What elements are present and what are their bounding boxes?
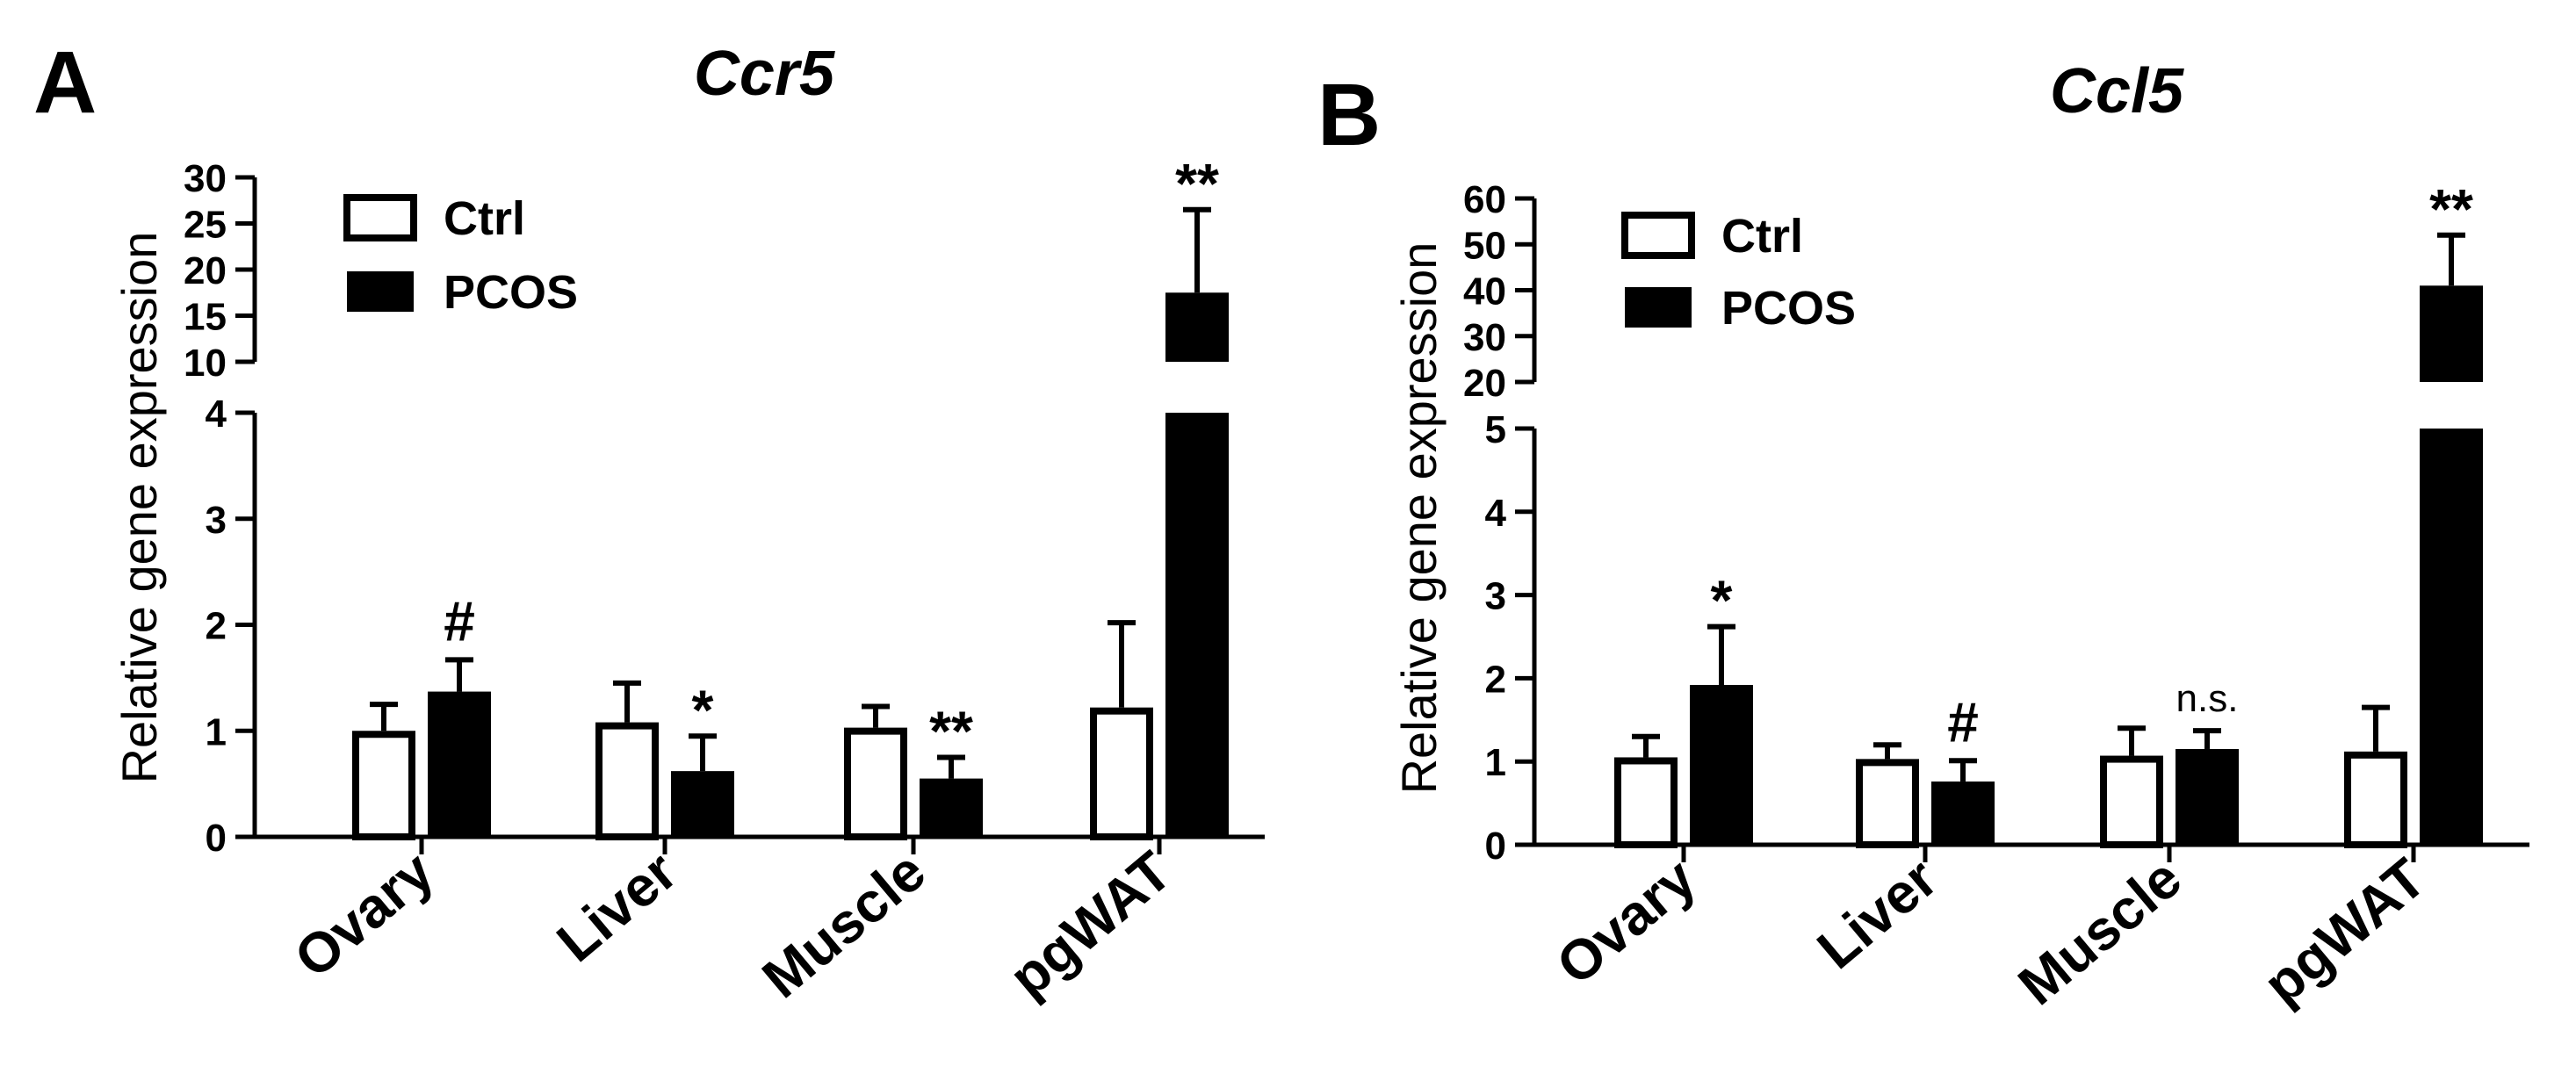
legend-label-ctrl: Ctrl	[444, 192, 525, 245]
significance-annotation: **	[929, 699, 973, 762]
significance-annotation: n.s.	[2176, 677, 2239, 720]
bar-pcos	[1690, 684, 1753, 845]
legend-swatch-ctrl	[343, 194, 417, 241]
y-tick-label: 40	[1463, 270, 1506, 313]
bar-ctrl	[2100, 755, 2163, 849]
bar-ctrl	[1856, 759, 1919, 849]
chart-title: Ccl5	[2050, 56, 2184, 126]
legend-label-pcos: PCOS	[444, 266, 578, 319]
y-tick-label: 20	[184, 249, 227, 292]
significance-annotation: *	[692, 678, 714, 741]
y-tick-label: 60	[1463, 178, 1506, 221]
bar-pcos-upper	[1165, 292, 1229, 362]
y-tick-label: 0	[1485, 825, 1506, 868]
y-axis-label: Relative gene expression	[1391, 242, 1447, 795]
bar-pcos-upper	[2420, 285, 2483, 382]
bar-pcos	[671, 771, 734, 837]
bar-pcos	[428, 691, 491, 837]
y-axis-label: Relative gene expression	[112, 232, 167, 784]
legend-swatch-pcos	[347, 271, 414, 312]
bar-ctrl	[844, 727, 907, 840]
y-tick-label: 50	[1463, 224, 1506, 267]
category-label: Ovary	[1545, 846, 1708, 997]
panel-letter: B	[1317, 66, 1381, 164]
y-tick-label: 3	[1485, 575, 1506, 618]
legend-swatch-pcos	[1625, 287, 1692, 328]
category-label: Muscle	[751, 839, 937, 1011]
y-tick-label: 5	[1485, 408, 1506, 451]
y-tick-label: 10	[184, 342, 227, 385]
y-tick-label: 1	[1485, 741, 1506, 784]
significance-annotation: #	[444, 589, 475, 652]
y-tick-label: 20	[1463, 362, 1506, 405]
y-tick-label: 15	[184, 296, 227, 339]
y-tick-label: 1	[206, 710, 227, 753]
legend-swatch-ctrl	[1621, 212, 1695, 259]
bar-ctrl	[1090, 707, 1153, 840]
significance-annotation: #	[1947, 690, 1979, 753]
y-tick-label: 30	[184, 157, 227, 200]
bar-ctrl	[1614, 757, 1678, 849]
bar-pcos	[2176, 748, 2239, 845]
bar-pcos-lower	[2420, 429, 2483, 845]
y-tick-label: 25	[184, 204, 227, 247]
y-tick-label: 0	[206, 817, 227, 860]
panel-letter: A	[33, 33, 97, 132]
chart-panel-a: A Ccr5 Relative gene expression 0 1 2 3 4 101520…	[33, 33, 1265, 1010]
significance-annotation: **	[2429, 177, 2473, 241]
chart-panel-b: B Ccl5 Relative gene expression 0 1 2 3 4 520304…	[1317, 56, 2529, 1017]
bar-pcos	[920, 778, 983, 837]
bar-pcos-lower	[1165, 413, 1229, 837]
chart-title: Ccr5	[694, 39, 835, 109]
category-label: Liver	[545, 839, 689, 974]
bar-ctrl	[595, 722, 659, 841]
y-tick-label: 4	[1485, 492, 1507, 535]
y-tick-label: 2	[206, 605, 227, 648]
legend-label-ctrl: Ctrl	[1721, 210, 1803, 263]
category-label: pgWAT	[998, 839, 1183, 1010]
significance-annotation: *	[1711, 569, 1733, 632]
category-label: Muscle	[2007, 847, 2193, 1018]
bar-ctrl	[352, 731, 415, 840]
y-tick-label: 4	[206, 393, 227, 436]
category-label: Ovary	[283, 839, 446, 990]
y-tick-label: 2	[1485, 658, 1506, 701]
category-label: pgWAT	[2252, 847, 2437, 1017]
legend-label-pcos: PCOS	[1721, 282, 1856, 335]
bar-pcos	[1931, 781, 1995, 845]
category-label: Liver	[1806, 847, 1949, 981]
y-tick-label: 3	[206, 499, 227, 542]
y-tick-label: 30	[1463, 316, 1506, 359]
significance-annotation: **	[1175, 152, 1219, 215]
bar-ctrl	[2344, 751, 2407, 848]
